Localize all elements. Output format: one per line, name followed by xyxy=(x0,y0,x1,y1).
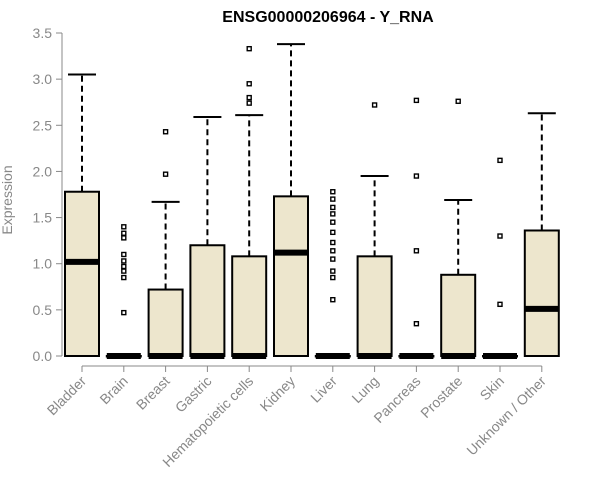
x-tick-label: Breast xyxy=(133,373,173,413)
y-axis-label: Expression xyxy=(0,165,15,234)
y-tick-label: 1.5 xyxy=(33,210,53,226)
outlier-point xyxy=(330,297,336,303)
outlier-point xyxy=(330,219,336,225)
x-tick-label: Lung xyxy=(348,373,381,406)
outlier-point xyxy=(497,233,503,239)
outlier-point xyxy=(413,173,420,179)
outlier-point xyxy=(162,171,169,177)
outlier-point xyxy=(330,239,336,246)
y-tick-label: 0.5 xyxy=(33,302,53,318)
outlier-point xyxy=(121,224,127,230)
box-iqr xyxy=(356,255,393,357)
outlier-point xyxy=(330,274,336,281)
outlier-point xyxy=(162,129,169,135)
box-skin xyxy=(482,157,518,359)
box-iqr xyxy=(273,195,309,357)
box-iqr xyxy=(440,273,477,357)
y-tick-label: 1.0 xyxy=(33,256,53,272)
outlier-point xyxy=(371,102,378,108)
outlier-point xyxy=(413,248,420,254)
box-gastric xyxy=(189,115,226,359)
box-pancreas xyxy=(398,97,435,359)
y-tick-label: 3.5 xyxy=(33,25,53,41)
x-tick-label: Bladder xyxy=(44,373,90,419)
box-bladder xyxy=(64,73,100,357)
box-lung xyxy=(356,102,393,359)
box-breast xyxy=(147,129,184,359)
box-prostate xyxy=(440,98,477,359)
outlier-point xyxy=(121,263,127,270)
box-iqr xyxy=(523,229,560,357)
outlier-point xyxy=(330,204,336,211)
outlier-point xyxy=(330,248,336,254)
outlier-point xyxy=(413,321,420,327)
box-unknown-other xyxy=(523,112,560,357)
outlier-point xyxy=(330,211,336,217)
outlier-point xyxy=(330,268,336,274)
outlier-point xyxy=(455,98,461,104)
box-kidney xyxy=(273,43,309,357)
y-axis: 0.0 0.5 1.0 1.5 2.0 2.5 3.0 3.5 xyxy=(33,25,63,364)
outlier-point xyxy=(330,196,336,202)
outlier-point xyxy=(246,81,252,87)
box-iqr xyxy=(64,190,100,357)
x-tick-label: Prostate xyxy=(417,373,465,421)
outlier-point xyxy=(330,189,336,195)
y-tick-label: 2.5 xyxy=(33,117,53,133)
box-liver xyxy=(314,189,351,359)
outlier-point xyxy=(246,94,252,101)
box-iqr xyxy=(231,255,268,357)
outlier-point xyxy=(330,229,336,236)
outlier-point xyxy=(497,157,503,164)
outlier-point xyxy=(246,100,252,106)
box-iqr xyxy=(147,288,184,358)
outlier-point xyxy=(121,258,127,264)
boxes-group xyxy=(64,43,560,359)
outlier-point xyxy=(121,235,127,241)
outlier-point xyxy=(121,230,127,236)
box-iqr xyxy=(189,244,226,357)
x-tick-label: Skin xyxy=(477,373,508,404)
outlier-point xyxy=(246,45,252,52)
outlier-point xyxy=(121,251,127,258)
outlier-point xyxy=(121,309,127,316)
x-tick-label: Kidney xyxy=(257,373,299,415)
outlier-point xyxy=(121,274,127,281)
y-tick-label: 3.0 xyxy=(33,71,53,87)
x-tick-label: Unknown / Other xyxy=(463,373,549,459)
chart-title: ENSG00000206964 - Y_RNA xyxy=(222,9,434,26)
x-tick-label: Liver xyxy=(307,373,340,406)
outlier-point xyxy=(413,97,420,104)
box-hematopoietic-cells xyxy=(231,45,268,359)
x-tick-label: Brain xyxy=(96,373,130,407)
outlier-point xyxy=(121,268,127,274)
y-tick-label: 0.0 xyxy=(33,348,53,364)
box-brain xyxy=(105,224,142,359)
y-tick-label: 2.0 xyxy=(33,163,53,179)
outlier-point xyxy=(497,301,503,308)
outlier-point xyxy=(330,256,336,262)
